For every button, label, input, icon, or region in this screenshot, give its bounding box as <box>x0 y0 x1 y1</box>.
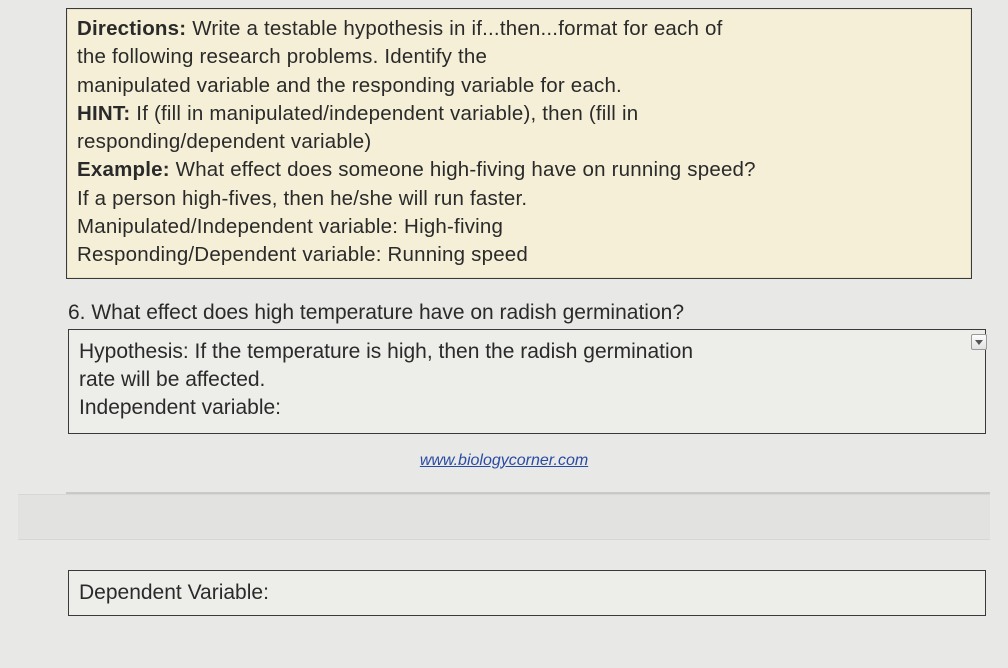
dropdown-icon[interactable] <box>971 334 987 350</box>
question-number: 6. <box>68 301 86 324</box>
example-iv: Manipulated/Independent variable: High-f… <box>77 213 961 241</box>
hypothesis-input-box[interactable]: Hypothesis: If the temperature is high, … <box>68 329 986 434</box>
source-link-row: www.biologycorner.com <box>18 452 990 470</box>
hint-text-2: responding/dependent variable) <box>77 128 961 156</box>
directions-box: Directions: Write a testable hypothesis … <box>66 8 972 279</box>
independent-variable-label: Independent variable: <box>79 394 973 422</box>
dependent-variable-label: Dependent Variable: <box>79 581 269 604</box>
hint-line-1: HINT: If (fill in manipulated/independen… <box>77 100 961 128</box>
question-text: What effect does high temperature have o… <box>91 301 684 324</box>
hypothesis-text-1: Hypothesis: If the temperature is high, … <box>79 338 973 366</box>
hypothesis-text-2: rate will be affected. <box>79 366 973 394</box>
directions-label: Directions: <box>77 17 186 40</box>
hint-label: HINT: <box>77 102 130 125</box>
directions-text-3: manipulated variable and the responding … <box>77 72 961 100</box>
source-link[interactable]: www.biologycorner.com <box>420 452 588 469</box>
example-label: Example: <box>77 158 170 181</box>
directions-text-1: Write a testable hypothesis in if...then… <box>192 17 722 40</box>
directions-text-2: the following research problems. Identif… <box>77 43 961 71</box>
question-6: 6. What effect does high temperature hav… <box>68 301 972 325</box>
example-line: Example: What effect does someone high-f… <box>77 156 961 184</box>
page-gap <box>18 494 990 540</box>
worksheet-page: Directions: Write a testable hypothesis … <box>0 0 1008 668</box>
example-question: What effect does someone high-fiving hav… <box>176 158 756 181</box>
example-dv: Responding/Dependent variable: Running s… <box>77 241 961 269</box>
directions-line-1: Directions: Write a testable hypothesis … <box>77 15 961 43</box>
example-hypothesis: If a person high-fives, then he/she will… <box>77 185 961 213</box>
hint-text-1: If (fill in manipulated/independent vari… <box>136 102 638 125</box>
dependent-variable-input-box[interactable]: Dependent Variable: <box>68 570 986 616</box>
